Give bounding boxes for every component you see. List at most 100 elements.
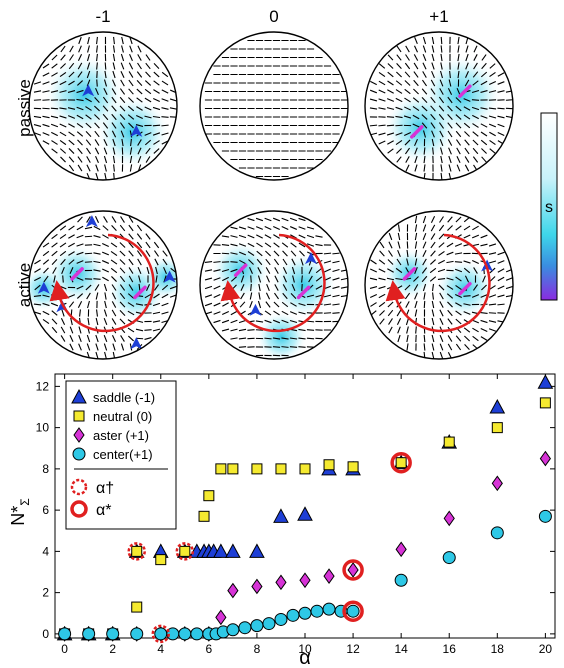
director-panel: [28, 31, 178, 181]
director-line: [77, 156, 83, 163]
director-line: [128, 233, 134, 240]
director-line: [120, 53, 125, 62]
director-line: [155, 275, 158, 283]
data-point-square: [347, 461, 359, 473]
director-line: [213, 293, 221, 299]
director-line: [250, 283, 252, 292]
director-line: [281, 301, 289, 308]
aster-defect-glyph: [70, 267, 84, 281]
data-point-circle: [58, 627, 72, 641]
director-line: [456, 147, 461, 155]
director-line: [42, 123, 50, 128]
director-line: [33, 295, 42, 297]
director-line: [95, 164, 99, 172]
director-line: [121, 45, 124, 53]
director-line: [264, 225, 272, 231]
director-line: [455, 122, 462, 129]
director-line: [94, 114, 100, 120]
director-line: [128, 250, 134, 257]
director-line: [404, 80, 411, 86]
director-line: [463, 267, 471, 274]
director-line: [230, 243, 238, 247]
director-line: [455, 105, 462, 112]
director-line: [162, 250, 168, 257]
director-line: [144, 139, 152, 146]
director-line: [51, 148, 58, 154]
director-line: [77, 62, 83, 70]
director-line: [70, 317, 73, 326]
director-line: [421, 97, 428, 103]
director-line: [298, 217, 306, 222]
data-point-square: [323, 459, 335, 471]
x-tick-label: 16: [443, 642, 457, 656]
director-line: [488, 123, 497, 128]
director-line: [414, 249, 418, 258]
director-line: [369, 107, 378, 110]
director-line: [413, 71, 419, 78]
director-line: [137, 139, 142, 146]
director-line: [298, 302, 306, 307]
data-point-circle: [106, 627, 120, 641]
director-line: [497, 260, 505, 264]
director-line: [281, 346, 289, 348]
director-line: [110, 251, 118, 256]
director-line: [332, 286, 340, 289]
director-line: [404, 62, 411, 70]
legend-marker-dagger: [70, 478, 88, 496]
director-line: [308, 275, 313, 283]
director-line: [51, 258, 58, 266]
director-line: [423, 155, 426, 164]
director-line: [265, 301, 271, 308]
director-line: [438, 96, 445, 104]
director-line: [128, 122, 134, 129]
director-line: [104, 164, 107, 172]
director-line: [448, 164, 452, 172]
director-line: [431, 70, 435, 79]
data-point-circle: [154, 627, 168, 641]
data-point-circle: [130, 627, 144, 641]
director-line: [298, 234, 306, 239]
data-point-circle: [82, 627, 96, 641]
director-line: [145, 147, 151, 155]
director-line: [455, 130, 462, 138]
director-line: [455, 225, 462, 231]
director-line: [95, 334, 99, 343]
director-line: [103, 216, 108, 223]
director-line: [51, 242, 58, 248]
director-line: [102, 234, 109, 239]
director-line: [119, 224, 126, 232]
director-line: [274, 275, 279, 283]
y-tick-label: 8: [42, 462, 49, 476]
director-line: [43, 267, 49, 274]
director-line: [33, 124, 42, 127]
director-line: [213, 277, 221, 281]
director-line: [95, 317, 99, 326]
director-line: [68, 301, 75, 308]
director-line: [76, 131, 84, 137]
director-line: [247, 217, 255, 222]
director-line: [273, 292, 280, 300]
director-line: [273, 242, 280, 248]
director-line: [472, 80, 479, 86]
director-line: [230, 319, 238, 324]
data-point-circle: [490, 526, 504, 540]
director-line: [332, 252, 340, 255]
director-line: [405, 45, 410, 53]
director-line: [119, 259, 126, 265]
data-point-diamond: [395, 541, 407, 558]
legend-label: neutral (0): [93, 409, 152, 424]
director-line: [95, 172, 99, 180]
director-line: [43, 275, 49, 283]
director-line: [272, 217, 281, 222]
director-line: [50, 107, 59, 110]
director-line: [447, 139, 453, 146]
director-line: [257, 267, 262, 274]
director-line: [136, 97, 143, 103]
director-line: [240, 275, 245, 283]
director-line: [238, 251, 247, 256]
director-line: [136, 106, 143, 111]
director-line: [60, 326, 66, 334]
director-line: [68, 139, 75, 146]
director-line: [152, 132, 161, 136]
director-line: [388, 318, 393, 325]
